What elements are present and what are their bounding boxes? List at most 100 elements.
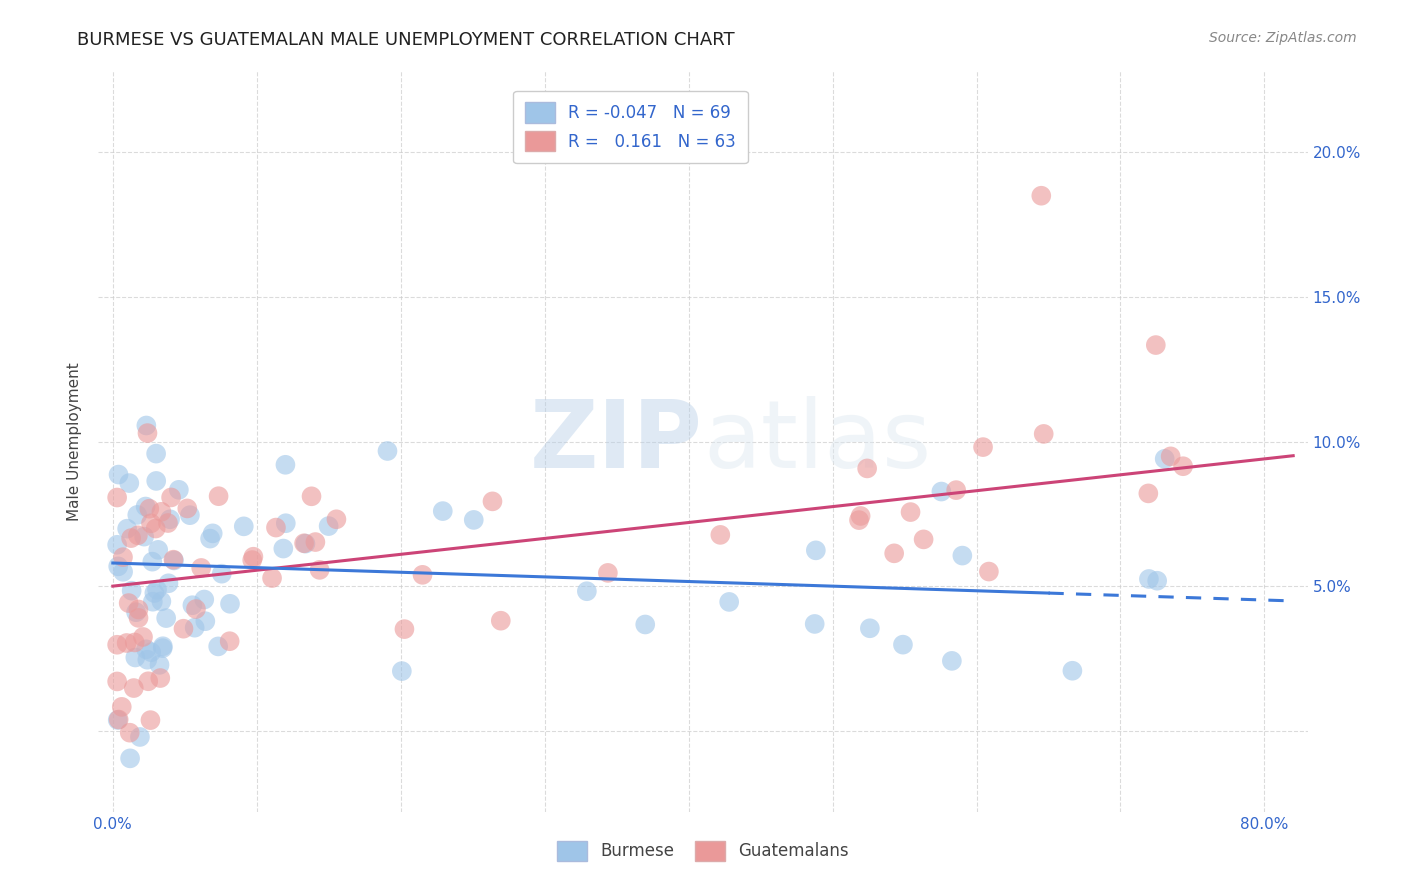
Point xyxy=(1062,664,1084,678)
Point xyxy=(292,536,315,550)
Point xyxy=(156,516,179,530)
Point xyxy=(194,614,217,628)
Point xyxy=(118,725,141,739)
Point xyxy=(193,592,215,607)
Point xyxy=(139,516,162,531)
Point xyxy=(219,597,242,611)
Point xyxy=(127,602,149,616)
Point xyxy=(1146,574,1168,588)
Point xyxy=(150,594,173,608)
Point xyxy=(176,501,198,516)
Point xyxy=(141,555,163,569)
Legend: Burmese, Guatemalans: Burmese, Guatemalans xyxy=(551,834,855,868)
Point xyxy=(105,638,128,652)
Point xyxy=(596,566,619,580)
Point xyxy=(120,531,142,545)
Point xyxy=(111,699,134,714)
Point xyxy=(120,751,142,765)
Point xyxy=(1144,338,1167,352)
Point xyxy=(198,532,221,546)
Point xyxy=(152,641,174,656)
Point xyxy=(179,508,201,523)
Point xyxy=(115,636,138,650)
Point xyxy=(950,549,973,563)
Point xyxy=(160,491,183,505)
Point xyxy=(849,508,872,523)
Point xyxy=(115,522,138,536)
Point xyxy=(145,522,167,536)
Point xyxy=(900,505,922,519)
Point xyxy=(394,622,416,636)
Point xyxy=(207,489,229,503)
Point xyxy=(709,528,731,542)
Point xyxy=(274,516,297,531)
Point xyxy=(856,461,879,475)
Point xyxy=(977,565,1000,579)
Point xyxy=(163,553,186,567)
Point xyxy=(718,595,741,609)
Point xyxy=(162,552,184,566)
Point xyxy=(136,674,159,689)
Point xyxy=(107,559,129,574)
Point xyxy=(146,582,169,597)
Point xyxy=(159,512,181,526)
Point xyxy=(152,639,174,653)
Point xyxy=(1160,450,1182,464)
Point xyxy=(1153,451,1175,466)
Text: ZIP: ZIP xyxy=(530,395,703,488)
Point xyxy=(141,645,163,659)
Point xyxy=(489,614,512,628)
Point xyxy=(111,550,134,565)
Point xyxy=(148,657,170,672)
Y-axis label: Male Unemployment: Male Unemployment xyxy=(67,362,83,521)
Point xyxy=(149,671,172,685)
Point xyxy=(135,418,157,433)
Point xyxy=(1171,459,1194,474)
Point xyxy=(201,526,224,541)
Point xyxy=(260,571,283,585)
Point xyxy=(891,638,914,652)
Point xyxy=(301,489,323,503)
Point xyxy=(124,650,146,665)
Point xyxy=(273,541,295,556)
Point xyxy=(274,458,297,472)
Point xyxy=(318,519,340,533)
Point xyxy=(134,530,156,544)
Point xyxy=(242,549,264,564)
Point xyxy=(127,508,149,522)
Point xyxy=(128,611,150,625)
Point xyxy=(264,520,287,534)
Text: atlas: atlas xyxy=(703,395,931,488)
Point xyxy=(575,584,598,599)
Point xyxy=(127,528,149,542)
Point xyxy=(1031,188,1053,202)
Point xyxy=(135,500,157,514)
Point xyxy=(634,617,657,632)
Point xyxy=(218,634,240,648)
Point xyxy=(142,595,165,609)
Point xyxy=(118,596,141,610)
Point xyxy=(138,501,160,516)
Point xyxy=(118,476,141,491)
Point xyxy=(157,576,180,591)
Point xyxy=(124,635,146,649)
Point xyxy=(912,533,935,547)
Point xyxy=(145,447,167,461)
Point xyxy=(183,621,205,635)
Point xyxy=(931,484,953,499)
Point xyxy=(941,654,963,668)
Point xyxy=(105,491,128,505)
Point xyxy=(105,538,128,552)
Point xyxy=(463,513,485,527)
Point xyxy=(132,630,155,644)
Point xyxy=(232,519,254,533)
Point xyxy=(190,561,212,575)
Point xyxy=(945,483,967,497)
Point xyxy=(391,664,413,678)
Point xyxy=(240,553,263,567)
Point xyxy=(122,681,145,695)
Point xyxy=(172,622,194,636)
Point xyxy=(107,713,129,727)
Point xyxy=(148,542,170,557)
Point xyxy=(139,713,162,727)
